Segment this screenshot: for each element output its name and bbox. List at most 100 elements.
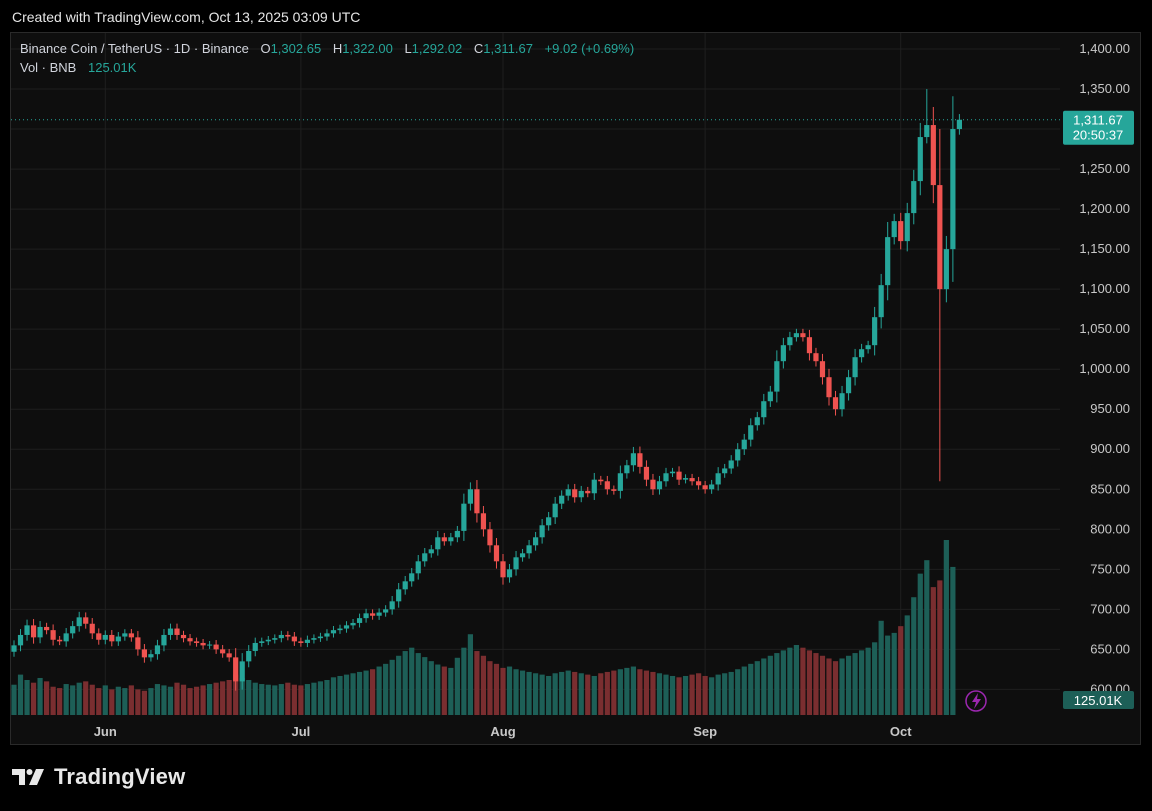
candle-body bbox=[402, 581, 408, 590]
volume-bar bbox=[298, 685, 304, 715]
candle-body bbox=[598, 479, 604, 482]
candle-body bbox=[911, 181, 917, 214]
candle-body bbox=[376, 612, 382, 616]
candle-body bbox=[696, 481, 702, 486]
candle-body bbox=[767, 391, 773, 402]
volume-bar bbox=[793, 645, 799, 715]
legend-ohlc-row: Binance Coin / TetherUS · 1D · Binance O… bbox=[20, 39, 634, 58]
candle-body bbox=[741, 439, 747, 450]
volume-bar bbox=[696, 673, 702, 715]
candle-body bbox=[617, 473, 623, 491]
volume-bar bbox=[924, 560, 930, 715]
candle-body bbox=[709, 484, 715, 490]
volume-bar bbox=[859, 650, 865, 715]
candle-body bbox=[852, 357, 858, 378]
legend-volume-row: Vol · BNB 125.01K bbox=[20, 58, 634, 77]
candle-body bbox=[259, 641, 265, 643]
volume-bar bbox=[943, 540, 949, 715]
candle-body bbox=[761, 401, 767, 418]
candle-body bbox=[559, 495, 565, 504]
low-value: 1,292.02 bbox=[411, 41, 463, 56]
volume-bar bbox=[852, 653, 858, 715]
candle-body bbox=[480, 513, 487, 530]
candle-body bbox=[298, 641, 304, 643]
tradingview-logo[interactable]: TradingView bbox=[12, 764, 185, 790]
volume-bar bbox=[57, 688, 63, 715]
candle-body bbox=[885, 237, 891, 286]
volume-bar bbox=[148, 688, 154, 715]
volume-bar bbox=[715, 674, 721, 715]
candle-body bbox=[552, 503, 558, 518]
volume-badge bbox=[1063, 691, 1134, 709]
volume-bar bbox=[735, 669, 741, 715]
candle-body bbox=[813, 353, 819, 362]
volume-bar bbox=[865, 647, 871, 715]
volume-bar bbox=[885, 635, 891, 715]
candle-body bbox=[819, 361, 826, 378]
candle-body bbox=[565, 489, 571, 496]
candle-body bbox=[128, 633, 134, 638]
volume-bar bbox=[487, 661, 493, 715]
candle-body bbox=[337, 628, 343, 631]
candle-body bbox=[272, 638, 278, 640]
candle-body bbox=[356, 618, 363, 623]
volume-bar bbox=[709, 677, 715, 715]
volume-bar bbox=[656, 673, 663, 715]
volume-bar bbox=[513, 669, 519, 715]
volume-bar bbox=[832, 661, 839, 715]
y-tick-label: 950.00 bbox=[1090, 401, 1130, 416]
volume-bar bbox=[233, 674, 239, 715]
candle-body bbox=[454, 530, 460, 538]
y-tick-label: 800.00 bbox=[1090, 521, 1130, 536]
volume-bar bbox=[559, 671, 565, 715]
candle-body bbox=[735, 449, 741, 461]
volume-bar bbox=[572, 671, 578, 715]
x-tick-label: Sep bbox=[693, 724, 717, 739]
volume-bar bbox=[441, 666, 447, 715]
candle-body bbox=[669, 471, 676, 474]
candle-body bbox=[839, 393, 845, 410]
y-tick-label: 1,400.00 bbox=[1079, 41, 1130, 56]
volume-bar bbox=[415, 653, 421, 715]
volume-bar bbox=[285, 682, 291, 715]
candle-body bbox=[96, 633, 102, 640]
change-value: +9.02 (+0.69%) bbox=[544, 41, 635, 56]
candle-body bbox=[624, 465, 630, 474]
y-tick-label: 1,350.00 bbox=[1079, 81, 1130, 96]
volume-bar bbox=[767, 655, 773, 715]
volume-bar bbox=[552, 673, 558, 715]
candle-body bbox=[233, 657, 239, 682]
candle-body bbox=[44, 626, 50, 631]
volume-bar bbox=[24, 680, 30, 715]
y-tick-label: 1,100.00 bbox=[1079, 281, 1130, 296]
x-tick-label: Oct bbox=[890, 724, 912, 739]
candle-body bbox=[428, 549, 434, 554]
candle-body bbox=[304, 639, 310, 643]
volume-bar bbox=[11, 684, 17, 715]
volume-bar bbox=[174, 682, 180, 715]
candle-body bbox=[311, 638, 317, 640]
candle-body bbox=[832, 397, 839, 410]
symbol-label[interactable]: Binance Coin / TetherUS · 1D · Binance bbox=[20, 41, 249, 56]
volume-bar bbox=[898, 626, 904, 715]
candle-body bbox=[37, 626, 43, 638]
candle-body bbox=[826, 377, 832, 398]
candle-body bbox=[11, 645, 17, 652]
volume-bar bbox=[246, 680, 252, 715]
candle-body bbox=[226, 653, 232, 658]
volume-label[interactable]: Vol · BNB bbox=[20, 60, 77, 75]
candle-body bbox=[904, 213, 910, 242]
candle-body bbox=[748, 425, 754, 440]
candle-body bbox=[506, 569, 513, 578]
volume-bar bbox=[643, 670, 650, 715]
volume-bar bbox=[682, 675, 689, 715]
volume-bar bbox=[239, 677, 245, 715]
candle-body bbox=[845, 377, 852, 394]
volume-bar bbox=[193, 686, 200, 715]
candle-body bbox=[898, 221, 904, 242]
volume-bar bbox=[115, 686, 121, 715]
candle-body bbox=[109, 634, 115, 642]
candle-body bbox=[728, 460, 734, 469]
y-tick-label: 700.00 bbox=[1090, 601, 1130, 616]
